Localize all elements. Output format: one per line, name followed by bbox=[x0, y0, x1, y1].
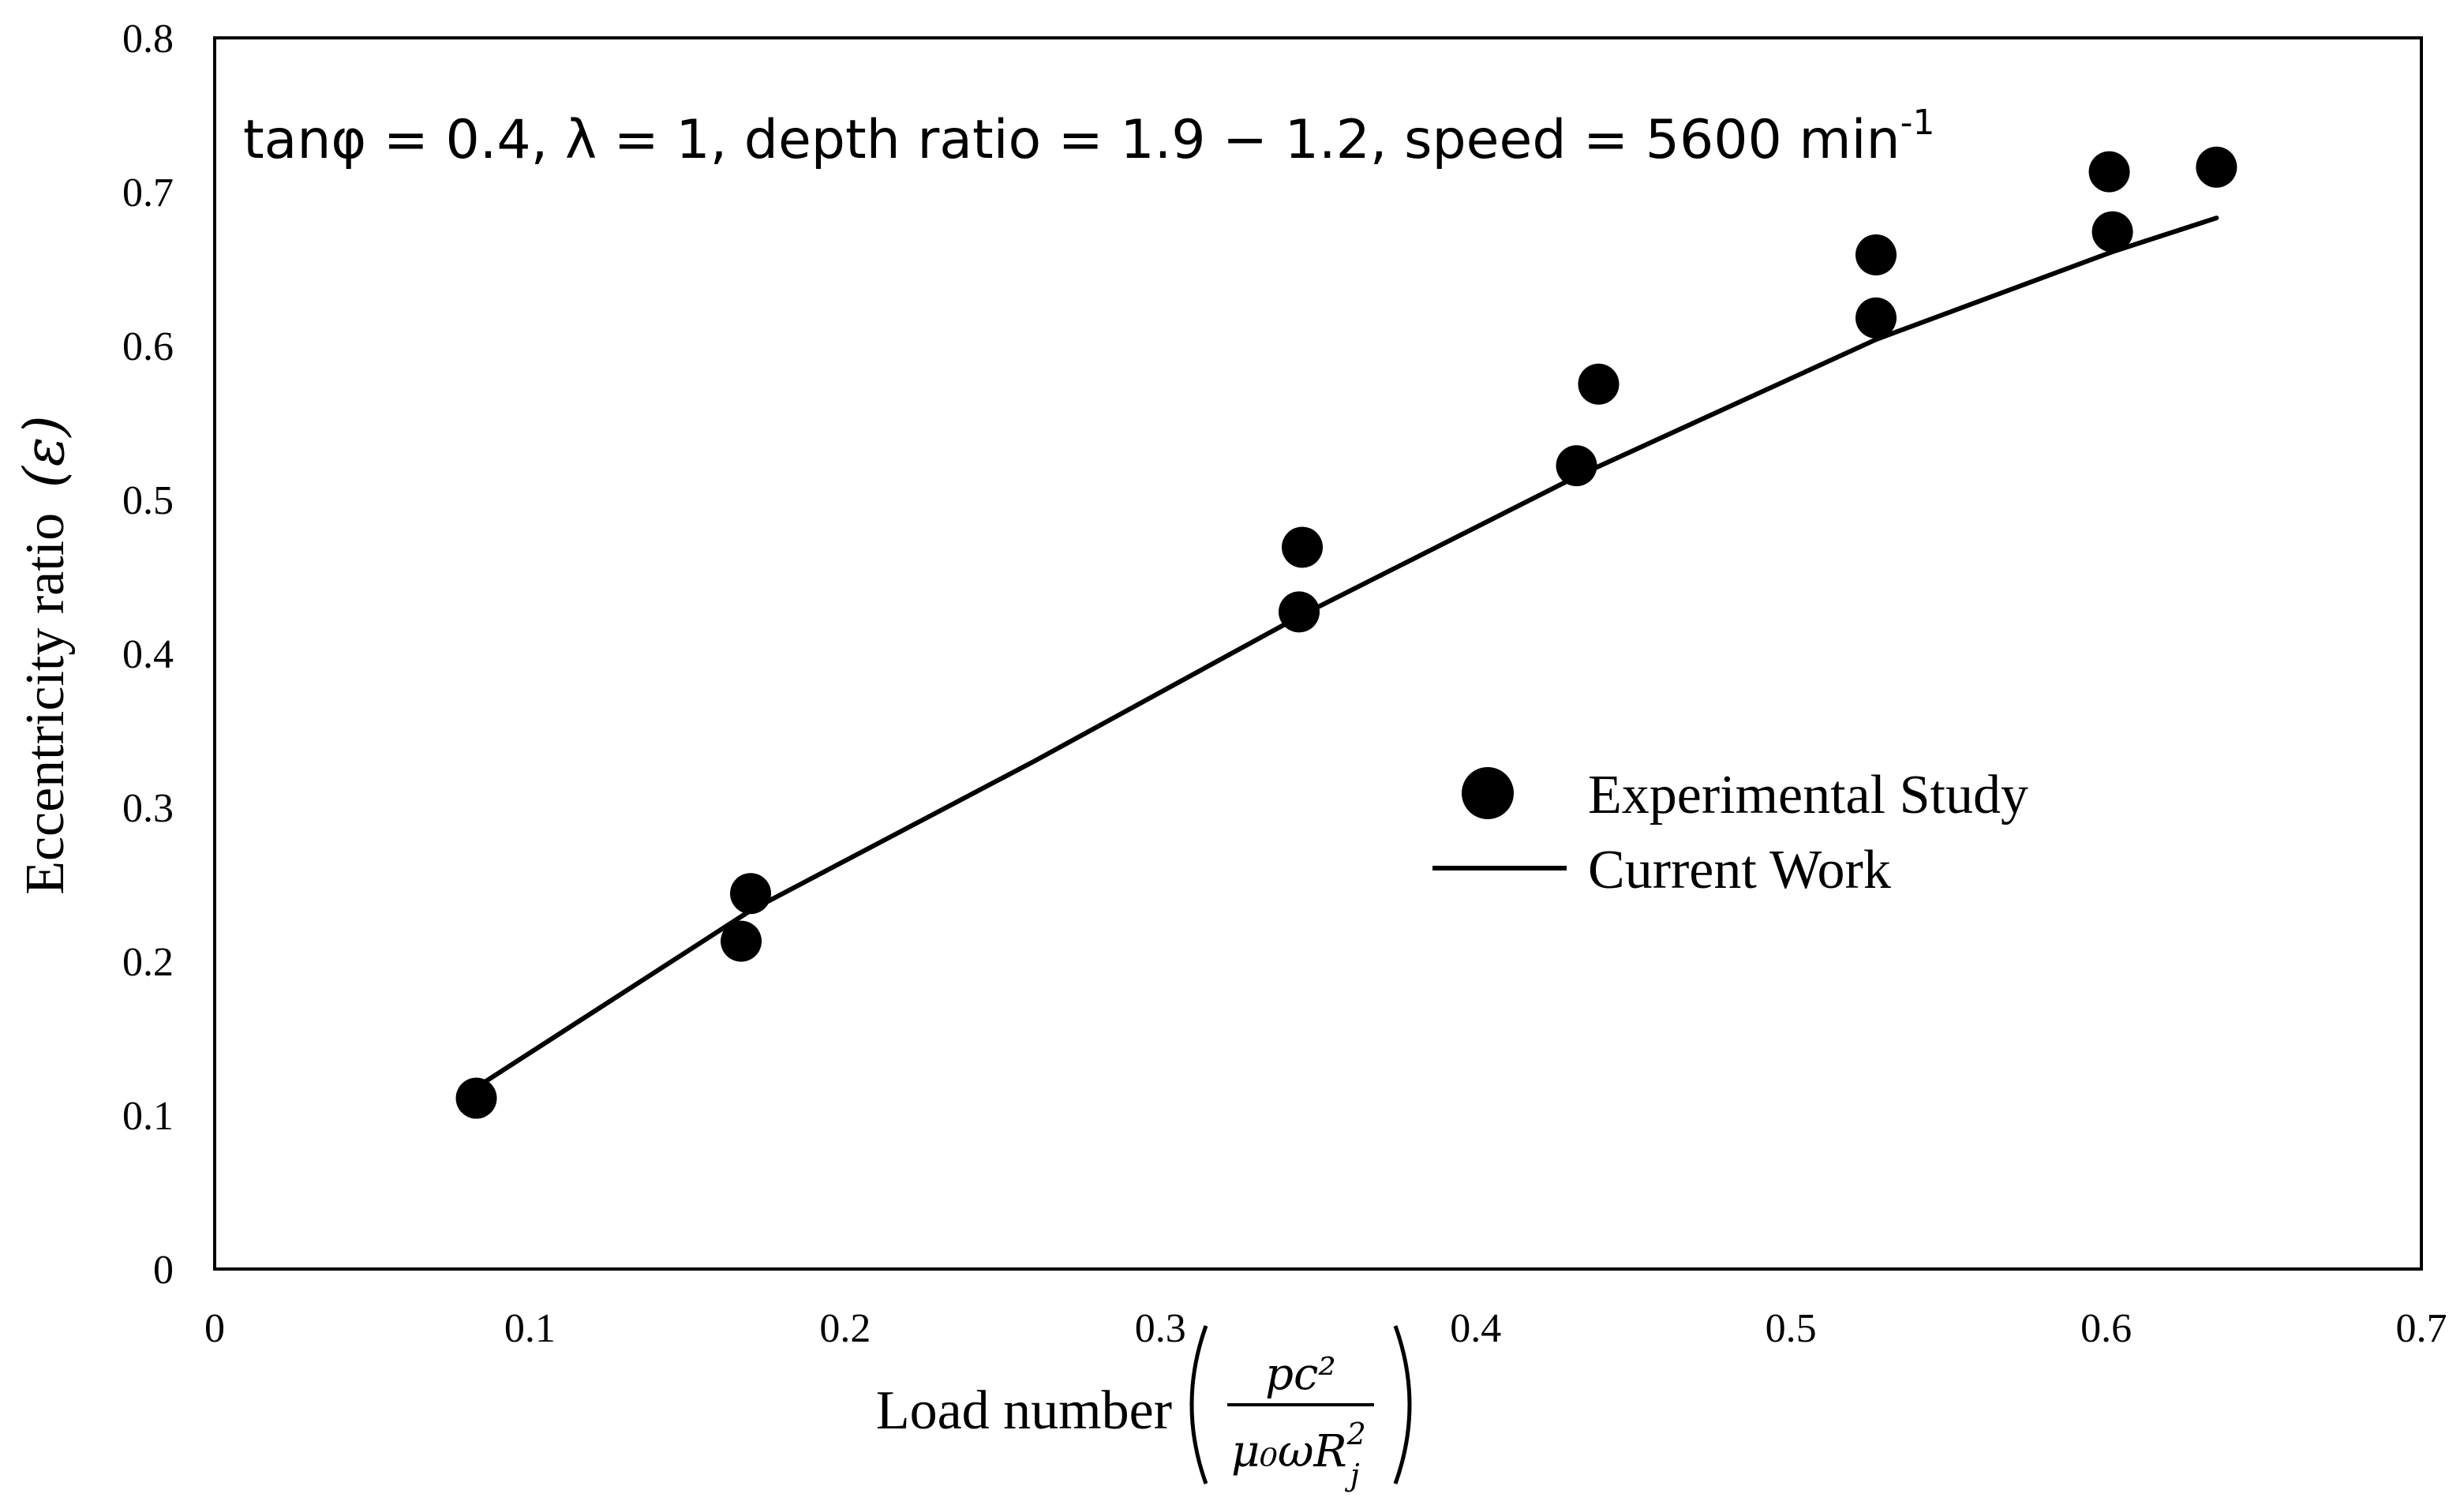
y-tick-label: 0.5 bbox=[122, 478, 174, 523]
x-tick-label: 0.6 bbox=[2080, 1306, 2132, 1351]
x-tick-label: 0.3 bbox=[1135, 1306, 1186, 1351]
y-tick-label: 0.7 bbox=[122, 170, 174, 215]
x-tick-label: 0.7 bbox=[2396, 1306, 2447, 1351]
experimental-data-point bbox=[2196, 146, 2237, 188]
x-axis-title-text: Load number bbox=[876, 1380, 1172, 1441]
experimental-data-point bbox=[721, 920, 762, 962]
x-tick-label: 0.5 bbox=[1766, 1306, 1817, 1351]
experimental-data-point bbox=[1556, 445, 1597, 487]
x-tick-label: 0 bbox=[204, 1306, 225, 1351]
y-axis-ticks: 0 0.1 0.2 0.3 0.4 0.5 0.6 0.7 0.8 bbox=[122, 17, 174, 1293]
y-axis-title-text: Eccentricity ratio bbox=[15, 513, 76, 895]
experimental-data-point bbox=[1578, 363, 1620, 405]
y-tick-label: 0.6 bbox=[122, 324, 174, 369]
legend-label-current-work: Current Work bbox=[1588, 840, 1891, 900]
x-axis-ticks: 0 0.1 0.2 0.3 0.4 0.5 0.6 0.7 bbox=[204, 1306, 2447, 1351]
y-axis-title-symbol: (ε) bbox=[12, 415, 77, 488]
current-work-line bbox=[474, 215, 2219, 1090]
current-work-series bbox=[474, 215, 2219, 1090]
experimental-data-point bbox=[2088, 151, 2130, 193]
x-tick-label: 0.1 bbox=[504, 1306, 556, 1351]
x-axis-title-denominator-main: μ₀ωR bbox=[1231, 1426, 1347, 1477]
y-axis-title: Eccentricity ratio (ε) bbox=[12, 415, 77, 895]
experimental-data-point bbox=[1279, 591, 1320, 633]
y-tick-label: 0.8 bbox=[122, 17, 174, 62]
x-tick-label: 0.4 bbox=[1450, 1306, 1501, 1351]
y-tick-label: 0.1 bbox=[122, 1094, 174, 1139]
condition-annotation-superscript: -1 bbox=[1900, 103, 1935, 143]
legend-marker-experimental bbox=[1462, 767, 1514, 819]
svg-text:Eccentricity ratio (ε): Eccentricity ratio (ε) bbox=[12, 415, 77, 895]
y-tick-label: 0.3 bbox=[122, 786, 174, 831]
experimental-data-point bbox=[1855, 297, 1897, 339]
x-axis-title-denominator-sup: 2 bbox=[1346, 1417, 1366, 1451]
experimental-data-point bbox=[455, 1077, 497, 1119]
legend-label-experimental: Experimental Study bbox=[1588, 765, 2028, 826]
experimental-data-point bbox=[1282, 526, 1324, 568]
condition-annotation: tanφ = 0.4, λ = 1, depth ratio = 1.9 − 1… bbox=[243, 103, 1934, 171]
x-axis-title-denominator: μ₀ωR2 j bbox=[1231, 1417, 1366, 1492]
x-axis-title: Load number pc² μ₀ωR2 j bbox=[876, 1325, 1412, 1492]
experimental-study-series bbox=[455, 146, 2237, 1119]
x-axis-title-left-paren bbox=[1189, 1325, 1208, 1484]
experimental-data-point bbox=[1855, 234, 1897, 275]
plot-area-frame bbox=[213, 36, 2423, 1271]
x-tick-label: 0.2 bbox=[819, 1306, 871, 1351]
y-tick-label: 0.2 bbox=[122, 940, 174, 985]
x-axis-title-numerator: pc² bbox=[1265, 1349, 1336, 1400]
experimental-data-point bbox=[730, 873, 772, 915]
legend: Experimental Study Current Work bbox=[1432, 765, 2028, 900]
experimental-data-point bbox=[2091, 211, 2133, 253]
y-tick-label: 0.4 bbox=[122, 632, 174, 677]
x-axis-title-right-paren bbox=[1393, 1325, 1412, 1484]
condition-annotation-main: tanφ = 0.4, λ = 1, depth ratio = 1.9 − 1… bbox=[243, 109, 1900, 171]
y-tick-label: 0 bbox=[153, 1248, 174, 1293]
x-axis-title-denominator-sub: j bbox=[1345, 1458, 1360, 1492]
